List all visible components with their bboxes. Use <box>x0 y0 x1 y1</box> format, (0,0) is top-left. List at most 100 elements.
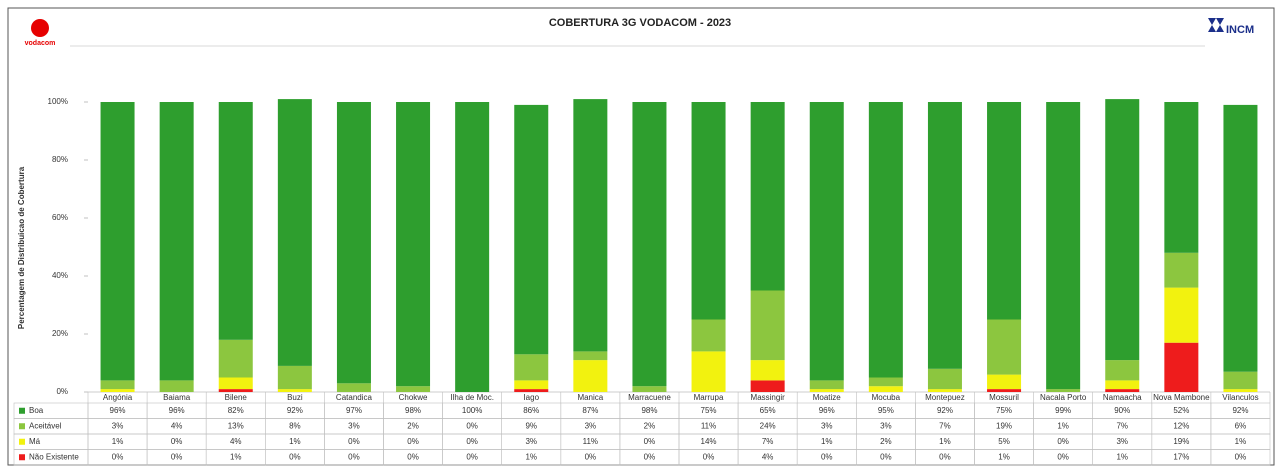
x-tick-label: Iago <box>523 393 539 402</box>
data-label: 3% <box>585 421 597 430</box>
data-label: 11% <box>583 437 598 446</box>
bar-segment <box>927 102 962 369</box>
data-label: 12% <box>1173 421 1189 430</box>
bar-segment <box>691 351 726 392</box>
data-label: 87% <box>582 406 598 415</box>
data-label: 9% <box>525 421 537 430</box>
bar-segment <box>159 102 194 381</box>
bar-segment <box>809 389 844 392</box>
x-tick-label: Namaacha <box>1103 393 1142 402</box>
bar-segment <box>750 380 785 392</box>
bar-segment <box>218 102 253 340</box>
bar-segment <box>455 102 490 392</box>
data-label: 13% <box>228 421 244 430</box>
bar-segment <box>159 380 194 392</box>
data-label: 0% <box>703 452 715 461</box>
data-label: 75% <box>996 406 1012 415</box>
data-label: 3% <box>525 437 537 446</box>
data-label: 92% <box>937 406 953 415</box>
data-label: 7% <box>939 421 951 430</box>
data-label: 3% <box>821 421 833 430</box>
data-label: 8% <box>289 421 301 430</box>
y-tick-label: 40% <box>52 271 68 280</box>
data-label: 0% <box>466 437 478 446</box>
data-label: 0% <box>407 452 419 461</box>
x-tick-label: Baiama <box>163 393 191 402</box>
x-tick-label: Buzi <box>287 393 303 402</box>
data-label: 96% <box>819 406 835 415</box>
bar-segment <box>987 102 1022 320</box>
bar-segment <box>927 368 962 390</box>
bar-segment <box>336 102 371 384</box>
data-label: 1% <box>939 437 951 446</box>
bar-segment <box>1164 342 1199 392</box>
data-label: 0% <box>1235 452 1247 461</box>
data-label: 0% <box>171 437 183 446</box>
bar-segment <box>809 380 844 390</box>
data-label: 4% <box>171 421 183 430</box>
data-label: 2% <box>880 437 892 446</box>
y-axis-label: Percentagem de Distribuicao de Cobertura <box>17 166 26 329</box>
bar-segment <box>927 389 962 392</box>
x-tick-label: Catandica <box>336 393 373 402</box>
data-label: 0% <box>348 437 360 446</box>
x-tick-label: Moatize <box>813 393 842 402</box>
bar-segment <box>1223 389 1258 392</box>
data-label: 90% <box>1114 406 1130 415</box>
legend-swatch <box>19 438 25 445</box>
bar-segment <box>1105 380 1140 390</box>
data-label: 1% <box>112 437 124 446</box>
data-label: 17% <box>1173 452 1189 461</box>
bar-segment <box>573 360 608 392</box>
bar-segment <box>396 386 431 392</box>
bar-segment <box>218 339 253 378</box>
legend-label: Aceitável <box>29 421 62 430</box>
data-label: 52% <box>1173 406 1189 415</box>
data-label: 7% <box>762 437 774 446</box>
bar-segment <box>987 319 1022 375</box>
data-label: 0% <box>289 452 301 461</box>
data-label: 1% <box>289 437 301 446</box>
data-label: 0% <box>407 437 419 446</box>
legend-label: Não Existente <box>29 452 79 461</box>
data-label: 96% <box>169 406 185 415</box>
data-label: 86% <box>523 406 539 415</box>
data-label: 1% <box>821 437 833 446</box>
x-tick-label: Nacala Porto <box>1040 393 1087 402</box>
data-label: 24% <box>760 421 776 430</box>
bar-segment <box>632 386 667 392</box>
bar-segment <box>868 386 903 392</box>
data-label: 0% <box>171 452 183 461</box>
x-tick-label: Nova Mambone <box>1153 393 1210 402</box>
data-label: 0% <box>821 452 833 461</box>
x-tick-label: Mocuba <box>872 393 901 402</box>
x-tick-label: Vilanculos <box>1222 393 1258 402</box>
x-tick-label: Marrupa <box>694 393 724 402</box>
data-label: 3% <box>1116 437 1128 446</box>
x-tick-label: Chokwe <box>399 393 428 402</box>
bar-segment <box>1105 99 1140 361</box>
data-label: 0% <box>1057 452 1069 461</box>
data-label: 0% <box>644 452 656 461</box>
data-label: 92% <box>287 406 303 415</box>
bar-segment <box>573 351 608 361</box>
x-tick-label: Ilha de Moc. <box>450 393 494 402</box>
y-tick-label: 60% <box>52 213 68 222</box>
y-tick-label: 100% <box>48 97 68 106</box>
bar-segment <box>750 360 785 381</box>
legend-swatch <box>19 407 25 414</box>
bar-segment <box>1164 287 1199 343</box>
x-tick-label: Manica <box>577 393 603 402</box>
data-label: 0% <box>880 452 892 461</box>
data-label: 1% <box>998 452 1010 461</box>
chart-title: COBERTURA 3G VODACOM - 2023 <box>549 17 731 29</box>
bar-segment <box>1105 360 1140 381</box>
bar-segment <box>277 389 312 392</box>
legend-swatch <box>19 454 25 461</box>
x-tick-label: Montepuez <box>925 393 965 402</box>
bar-segment <box>1046 102 1081 390</box>
bar-segment <box>336 383 371 392</box>
bar-segment <box>809 102 844 381</box>
table-cell <box>1210 449 1271 466</box>
